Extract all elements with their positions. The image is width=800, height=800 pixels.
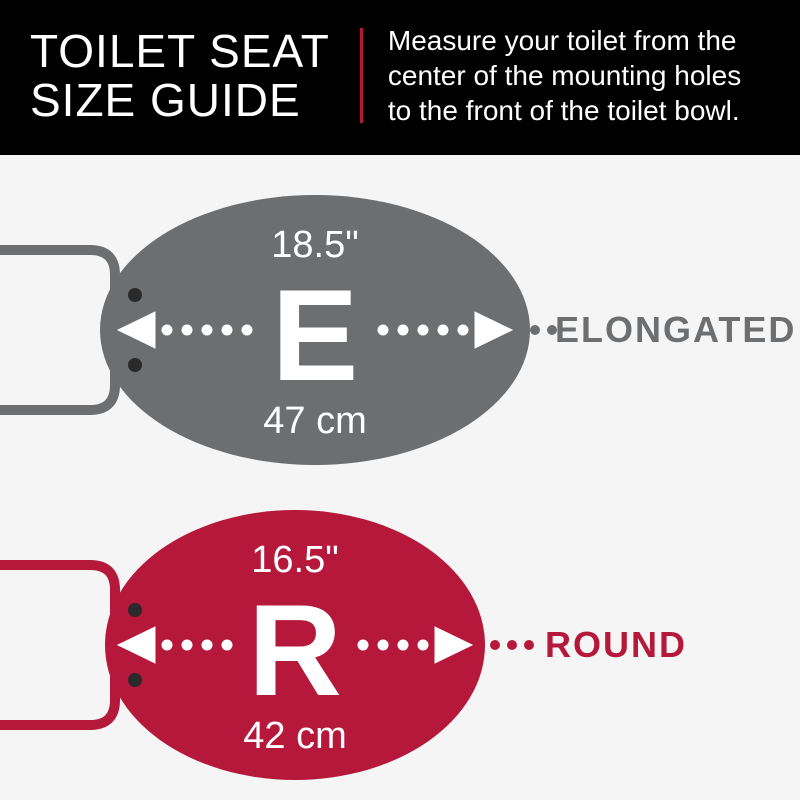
page-title: TOILET SEAT SIZE GUIDE [30,27,355,124]
elongated-letter: E [272,262,359,408]
round-row: 16.5" R 42 cm ROUND [0,500,800,790]
diagrams-container: 18.5" E 47 cm ELONGATED [0,155,800,790]
elongated-seat-icon: 18.5" E 47 cm [0,185,560,475]
title-line-1: TOILET SEAT [30,27,330,75]
header: TOILET SEAT SIZE GUIDE Measure your toil… [0,0,800,155]
round-cm: 42 cm [243,715,346,757]
elongated-row: 18.5" E 47 cm ELONGATED [0,185,800,475]
elongated-inches: 18.5" [271,224,358,266]
round-letter: R [248,577,342,723]
header-instruction: Measure your toilet from the center of t… [368,23,770,128]
round-inches: 16.5" [251,539,338,581]
round-seat-icon: 16.5" R 42 cm [0,500,540,790]
round-label: ROUND [545,624,687,666]
elongated-cm: 47 cm [263,400,366,442]
elongated-label: ELONGATED [555,309,796,351]
title-line-2: SIZE GUIDE [30,76,330,124]
header-divider [360,28,363,123]
